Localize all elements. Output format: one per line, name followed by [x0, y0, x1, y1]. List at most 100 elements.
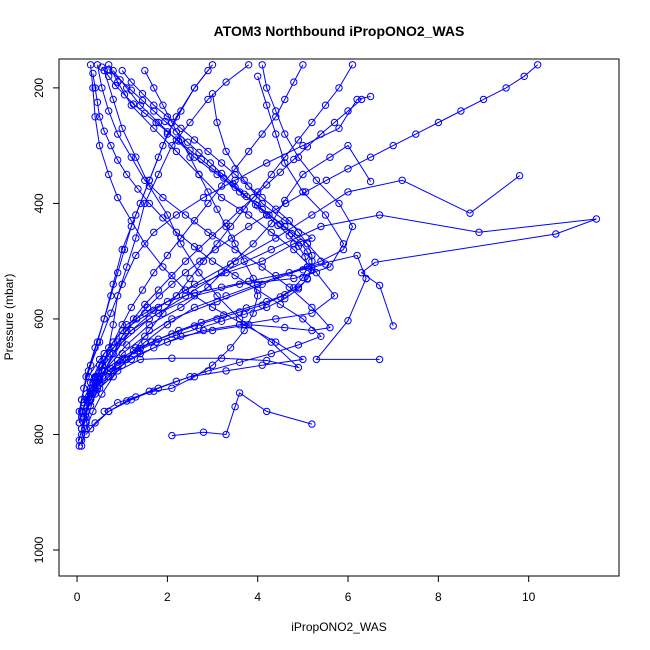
data-point	[208, 361, 217, 369]
data-point	[335, 199, 343, 208]
data-point	[181, 257, 190, 265]
data-point	[240, 176, 248, 185]
data-point	[389, 322, 397, 330]
data-point	[235, 206, 244, 215]
series-line	[83, 76, 345, 406]
x-tick-label: 8	[435, 590, 442, 604]
data-point	[211, 245, 220, 254]
y-tick-label: 200	[32, 78, 46, 98]
data-point	[258, 199, 266, 208]
series-18	[100, 66, 262, 416]
data-point	[240, 326, 248, 335]
data-point	[150, 101, 158, 109]
data-point	[263, 356, 271, 365]
x-tick-label: 10	[522, 590, 536, 604]
data-point	[263, 407, 271, 416]
data-point	[290, 274, 298, 283]
data-point	[86, 425, 95, 433]
data-point	[109, 95, 117, 104]
data-point	[290, 155, 298, 164]
data-point	[348, 222, 357, 231]
data-point	[127, 303, 136, 312]
data-point	[159, 263, 167, 271]
series-layer	[75, 61, 601, 450]
data-point	[290, 78, 298, 86]
data-point	[299, 273, 307, 282]
data-point	[100, 127, 108, 135]
data-point	[534, 61, 542, 69]
series-line	[85, 70, 301, 412]
data-point	[172, 113, 181, 121]
data-point	[154, 153, 163, 161]
data-point	[159, 141, 167, 150]
data-point	[105, 72, 113, 81]
data-point	[204, 367, 212, 375]
data-point	[145, 387, 154, 395]
data-point	[299, 315, 307, 323]
data-point	[434, 118, 443, 127]
data-point	[120, 245, 129, 254]
data-point	[172, 147, 181, 156]
data-point	[199, 428, 208, 436]
data-point	[150, 84, 158, 92]
data-point	[294, 283, 303, 291]
data-point	[258, 205, 266, 213]
data-point	[107, 309, 115, 317]
data-point	[78, 407, 87, 416]
data-point	[190, 136, 199, 144]
series-21	[86, 95, 366, 410]
data-point	[312, 176, 321, 185]
data-point	[263, 303, 271, 312]
data-point	[220, 174, 228, 182]
x-tick-label: 0	[74, 590, 81, 604]
series-5	[168, 389, 316, 440]
data-point	[150, 228, 158, 237]
data-point	[116, 76, 124, 84]
data-point	[118, 66, 126, 75]
data-point	[285, 232, 293, 240]
data-point	[321, 260, 330, 268]
data-point	[227, 234, 236, 242]
data-point	[177, 240, 185, 248]
data-point	[231, 165, 239, 173]
series-line	[78, 64, 213, 423]
data-point	[141, 199, 149, 208]
y-tick-label: 600	[32, 309, 46, 329]
data-point	[186, 373, 194, 381]
data-point	[294, 228, 303, 237]
data-point	[258, 130, 266, 138]
data-point	[177, 107, 185, 115]
data-point	[281, 159, 289, 167]
data-point	[168, 271, 176, 280]
data-point	[204, 188, 212, 196]
data-point	[254, 202, 262, 210]
data-point	[276, 168, 284, 176]
data-point	[357, 269, 366, 277]
data-point	[123, 84, 131, 92]
data-point	[82, 396, 90, 404]
data-point	[141, 109, 149, 118]
data-point	[155, 292, 164, 300]
data-point	[120, 354, 129, 362]
data-point	[150, 269, 158, 277]
data-point	[181, 211, 190, 219]
data-point	[177, 124, 185, 133]
data-point	[240, 190, 248, 198]
data-point	[242, 192, 251, 201]
data-point	[208, 165, 217, 173]
data-point	[235, 389, 244, 397]
data-point	[308, 266, 316, 275]
data-point	[208, 257, 217, 265]
data-point	[308, 234, 316, 242]
data-point	[226, 344, 235, 352]
data-point	[177, 303, 185, 312]
data-point	[296, 239, 305, 247]
data-point	[208, 232, 217, 240]
data-point	[168, 118, 176, 127]
data-point	[362, 274, 370, 283]
data-point	[249, 240, 257, 248]
data-point	[105, 349, 114, 358]
data-point	[190, 84, 199, 92]
data-point	[294, 153, 303, 161]
